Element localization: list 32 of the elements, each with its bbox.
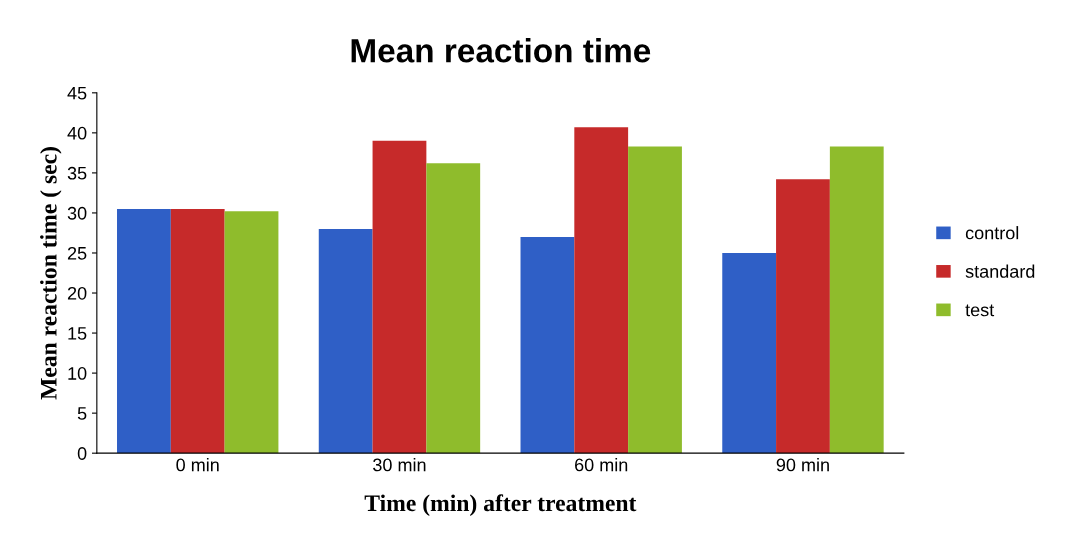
bar — [722, 252, 777, 454]
y-tick-label: 25 — [67, 246, 87, 260]
y-tick-label: 0 — [77, 447, 87, 460]
bar — [574, 127, 629, 454]
y-tick-label: 40 — [67, 126, 87, 140]
bar — [224, 211, 279, 454]
x-axis-title: Time (min) after treatment — [364, 494, 637, 516]
x-tick-label: 90 min — [776, 458, 829, 472]
bar — [628, 146, 682, 454]
x-tick-label: 60 min — [575, 458, 628, 472]
legend-label: test — [965, 304, 995, 317]
chart-title: Mean reaction time — [351, 38, 651, 63]
x-tick-label: 30 min — [373, 458, 426, 472]
bar — [829, 146, 884, 454]
bar — [520, 236, 575, 454]
y-tick-label: 30 — [67, 206, 87, 220]
bar — [776, 179, 830, 454]
y-tick-label: 45 — [67, 86, 87, 100]
bar — [372, 140, 427, 454]
y-tick-label: 15 — [68, 327, 87, 340]
bar — [117, 208, 171, 454]
x-tick-label: 0 min — [176, 458, 219, 472]
y-tick-label: 10 — [68, 367, 87, 380]
bar — [170, 208, 225, 454]
legend-label: control — [965, 226, 1019, 240]
y-tick-label: 20 — [67, 286, 87, 300]
bar — [426, 163, 481, 454]
bar — [318, 228, 373, 454]
y-tick-label: 35 — [67, 166, 87, 180]
legend-label: standard — [965, 264, 1035, 278]
y-axis-title: Mean reaction time ( sec) — [40, 147, 62, 400]
y-tick-label: 5 — [77, 407, 87, 420]
